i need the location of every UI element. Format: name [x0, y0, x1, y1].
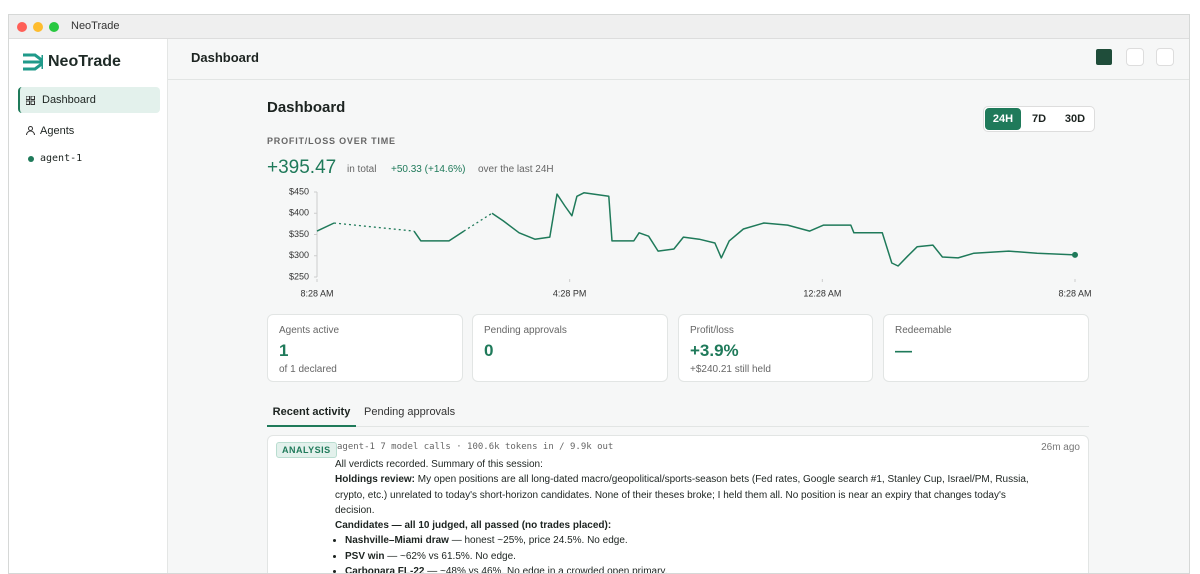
summary: All verdicts recorded. Summary of this s…	[335, 459, 543, 470]
stat-card: Redeemable —	[883, 314, 1089, 382]
zoom-button[interactable]	[49, 22, 59, 32]
x-tick-label: 4:28 PM	[553, 288, 587, 298]
candidate-item: Carbonara FL-22 — ~48% vs 46%. No edge i…	[345, 564, 1045, 574]
card-value: 0	[484, 341, 494, 360]
x-tick-label: 8:28 AM	[1058, 288, 1091, 298]
dashboard-title: Dashboard	[267, 99, 346, 116]
close-button[interactable]	[17, 22, 27, 32]
settings-button[interactable]	[1126, 48, 1144, 66]
x-tick-label: 8:28 AM	[300, 288, 333, 298]
card-value: 1	[279, 341, 289, 360]
gap-connector	[463, 212, 493, 232]
range-selector: 24H 7D 30D	[983, 106, 1095, 132]
user-icon	[26, 126, 35, 135]
tab-label: Recent activity	[272, 406, 351, 418]
grid-icon	[26, 96, 35, 105]
bold-text: Nashville–Miami draw	[345, 535, 449, 547]
stat-card: Profit/loss +3.9% +$240.21 still held	[678, 314, 873, 382]
tab[interactable]: Pending approvals	[364, 405, 455, 419]
entry-body: All verdicts recorded. Summary of this s…	[335, 457, 1045, 574]
nav-agents[interactable]: Agents	[18, 118, 160, 144]
card-value: +3.9%	[690, 341, 739, 360]
text: — ~48% vs 46%. No edge in a crowded open…	[424, 566, 668, 574]
bold-text: Holdings review:	[335, 474, 416, 486]
logo-icon	[23, 53, 43, 71]
range-button[interactable]: 30D	[1064, 113, 1086, 125]
text: My open positions are all long-dated mac…	[335, 474, 1029, 516]
card-note: of 1 declared	[279, 364, 337, 375]
minimize-button[interactable]	[33, 22, 43, 32]
stat-card: Pending approvals 0	[472, 314, 668, 382]
x-tick-label: 12:28 AM	[803, 288, 841, 298]
holdings: Holdings review: My open positions are a…	[335, 472, 1045, 518]
entry-meta: agent-1 7 model calls · 100.6k tokens in…	[337, 442, 614, 452]
range-button[interactable]: 24H	[985, 108, 1021, 130]
badge: ANALYSIS	[276, 442, 337, 458]
text: — ~62% vs 61.5%. No edge.	[384, 550, 516, 562]
total-note: in total	[347, 164, 377, 175]
header-title: Dashboard	[191, 50, 259, 65]
nav-label: Agents	[40, 125, 75, 137]
total-value: +395.47	[267, 157, 337, 178]
bold-text: PSV win	[345, 550, 385, 562]
activity-entry: ANALYSIS agent-1 7 model calls · 100.6k …	[267, 435, 1089, 574]
y-tick-label: $250	[289, 271, 309, 281]
app-window: NeoTrade NeoTrade Dashboard Agents agent…	[8, 14, 1190, 574]
range-button[interactable]: 7D	[1031, 113, 1047, 125]
brand: NeoTrade	[48, 53, 121, 70]
card-label: Pending approvals	[484, 325, 567, 336]
card-label: Redeemable	[895, 325, 952, 336]
candidate-item: Nashville–Miami draw — honest ~25%, pric…	[345, 533, 1045, 548]
nav-label: Dashboard	[42, 94, 96, 106]
candidates: Candidates — all 10 judged, all passed (…	[335, 520, 612, 532]
nav-agent[interactable]: agent-1	[18, 146, 160, 172]
nav-label: agent-1	[40, 153, 83, 164]
y-tick-label: $300	[289, 250, 309, 260]
stat-card: Agents active 1 of 1 declared	[267, 314, 463, 382]
tab-active[interactable]: Recent activity	[267, 405, 356, 427]
gap-connector	[333, 222, 415, 232]
y-tick-label: $450	[289, 186, 309, 196]
card-label: Agents active	[279, 325, 340, 336]
y-tick-label: $400	[289, 208, 309, 218]
y-tick-label: $350	[289, 229, 309, 239]
candidate-list: Nashville–Miami draw — honest ~25%, pric…	[335, 533, 1045, 574]
text: — honest ~25%, price 24.5%. No edge.	[448, 535, 628, 547]
card-label: Profit/loss	[690, 325, 734, 336]
status-dot	[28, 156, 34, 162]
candidate-item: PSV win — ~62% vs 61.5%. No edge.	[345, 549, 1045, 564]
pnl-line	[316, 192, 1076, 267]
pnl-chart: $450 $400 $350 $300 $250 8:28 AM 4:28 PM 12:28 …	[289, 186, 1092, 298]
change-note: over the last 24H	[478, 164, 554, 175]
theme-button[interactable]	[1156, 48, 1174, 66]
header-divider	[168, 79, 1189, 80]
entry-time: 26m ago	[1041, 442, 1080, 453]
tabs-divider	[267, 426, 1089, 427]
tab-label: Pending approvals	[364, 406, 456, 418]
sidebar: NeoTrade Dashboard Agents agent-1	[9, 39, 168, 573]
nav-dashboard[interactable]: Dashboard	[18, 87, 160, 113]
avatar[interactable]	[1096, 49, 1112, 65]
title-bar: NeoTrade	[9, 15, 1189, 39]
card-note: +$240.21 still held	[690, 364, 771, 375]
window-title: NeoTrade	[71, 20, 120, 32]
last-point	[1072, 251, 1078, 258]
card-value: —	[895, 341, 912, 360]
change-value: +50.33 (+14.6%)	[391, 164, 466, 175]
bold-text: Carbonara FL-22	[345, 566, 425, 574]
section-label: PROFIT/LOSS OVER TIME	[267, 136, 396, 146]
